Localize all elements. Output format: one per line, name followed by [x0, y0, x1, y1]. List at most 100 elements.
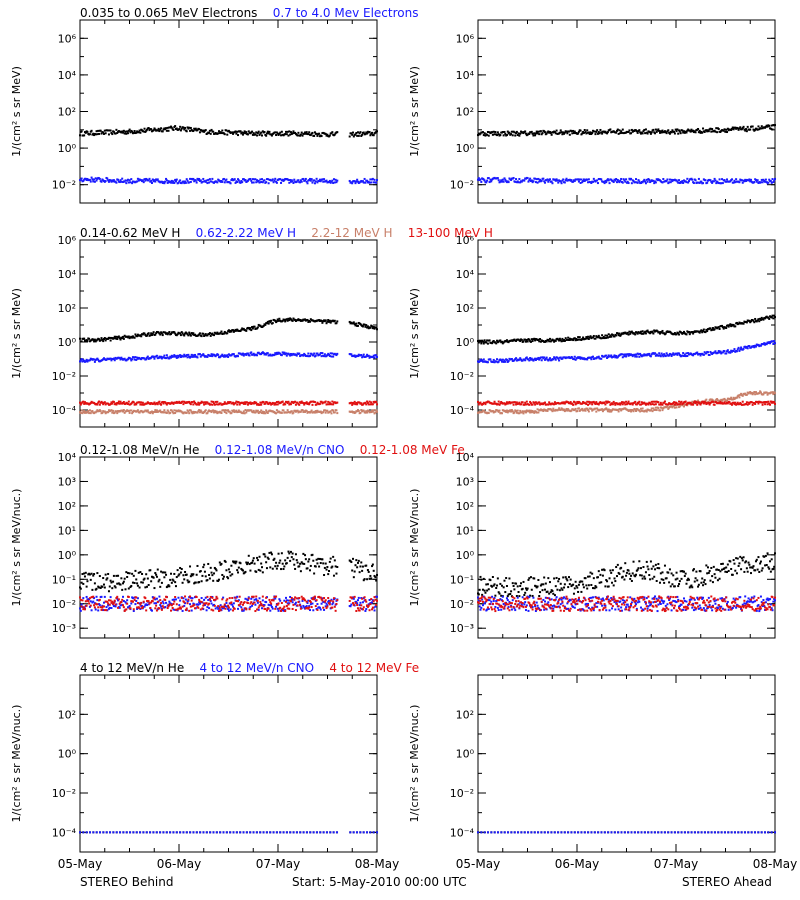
data-point	[731, 398, 734, 401]
data-point	[188, 181, 191, 184]
legend-entry: 0.7 to 4.0 Mev Electrons	[257, 6, 418, 20]
data-point	[630, 132, 633, 135]
data-point	[278, 317, 281, 320]
data-point	[538, 180, 541, 183]
data-point	[687, 352, 690, 355]
data-point	[643, 401, 646, 404]
data-point	[702, 353, 705, 356]
data-point	[300, 561, 303, 564]
data-point	[191, 333, 194, 336]
data-point	[165, 179, 168, 182]
data-point	[213, 334, 216, 337]
data-point	[127, 587, 130, 590]
data-point	[244, 409, 247, 412]
data-point	[640, 332, 643, 335]
data-point	[161, 334, 164, 337]
data-point	[365, 324, 368, 327]
data-point	[131, 410, 134, 413]
data-point	[196, 564, 199, 567]
data-point	[645, 178, 648, 181]
data-point	[256, 354, 259, 357]
data-point	[299, 181, 302, 184]
data-point	[730, 402, 733, 405]
data-point	[168, 585, 171, 588]
data-point	[226, 402, 229, 405]
data-point	[586, 407, 589, 410]
data-point	[88, 178, 91, 181]
data-point	[274, 177, 277, 180]
data-point	[719, 130, 722, 133]
data-point	[552, 358, 555, 361]
data-point	[684, 355, 687, 358]
data-point	[273, 353, 276, 356]
data-point	[698, 352, 701, 355]
data-point	[232, 132, 235, 135]
data-point	[293, 178, 296, 181]
data-point	[210, 400, 213, 403]
data-point	[635, 403, 638, 406]
data-point	[671, 180, 674, 183]
data-point	[206, 355, 209, 358]
data-point	[131, 412, 134, 415]
data-point	[615, 334, 618, 337]
data-point	[371, 410, 374, 413]
data-point	[496, 358, 499, 361]
data-point	[227, 577, 230, 580]
data-point	[117, 402, 120, 405]
data-point	[354, 403, 357, 406]
data-point	[595, 130, 598, 133]
data-point	[262, 351, 265, 354]
data-point	[336, 320, 339, 323]
data-point	[122, 580, 125, 583]
data-point	[104, 132, 107, 135]
legend-entry: 2.2-12 MeV H	[296, 226, 393, 240]
data-point	[734, 126, 737, 129]
data-point	[618, 402, 621, 405]
data-point	[733, 348, 736, 351]
data-point	[493, 400, 496, 403]
data-point	[289, 180, 292, 183]
legend-entry: 13-100 MeV H	[393, 226, 493, 240]
data-point	[354, 564, 357, 567]
data-point	[265, 409, 268, 412]
data-point	[757, 402, 760, 405]
data-point	[282, 568, 285, 571]
data-point	[286, 409, 289, 412]
data-point	[253, 562, 256, 565]
data-point	[92, 574, 95, 577]
data-point	[336, 131, 339, 134]
data-point	[146, 356, 149, 359]
data-point	[158, 130, 161, 133]
data-point	[308, 558, 311, 561]
data-point	[352, 557, 355, 560]
data-point	[130, 402, 133, 405]
data-point	[774, 177, 776, 180]
data-point	[256, 409, 259, 412]
data-point	[373, 327, 376, 330]
data-point	[747, 401, 750, 404]
data-point	[166, 585, 169, 588]
data-point	[133, 336, 136, 339]
data-point	[745, 130, 748, 133]
data-point	[308, 569, 311, 572]
data-point	[587, 403, 590, 406]
data-point	[663, 400, 666, 403]
data-point	[573, 401, 576, 404]
data-point	[217, 130, 220, 133]
data-point	[673, 403, 676, 406]
data-point	[189, 575, 192, 578]
data-point	[682, 131, 685, 134]
data-point	[623, 179, 626, 182]
data-point	[277, 319, 280, 322]
data-point	[351, 182, 354, 185]
data-point	[228, 571, 231, 574]
data-point	[490, 180, 493, 183]
data-point	[232, 401, 235, 404]
y-tick-label: 10²	[456, 106, 474, 119]
data-point	[115, 128, 118, 131]
data-point	[678, 333, 681, 336]
data-point	[270, 551, 273, 554]
data-point	[642, 354, 645, 357]
data-point	[201, 180, 204, 183]
